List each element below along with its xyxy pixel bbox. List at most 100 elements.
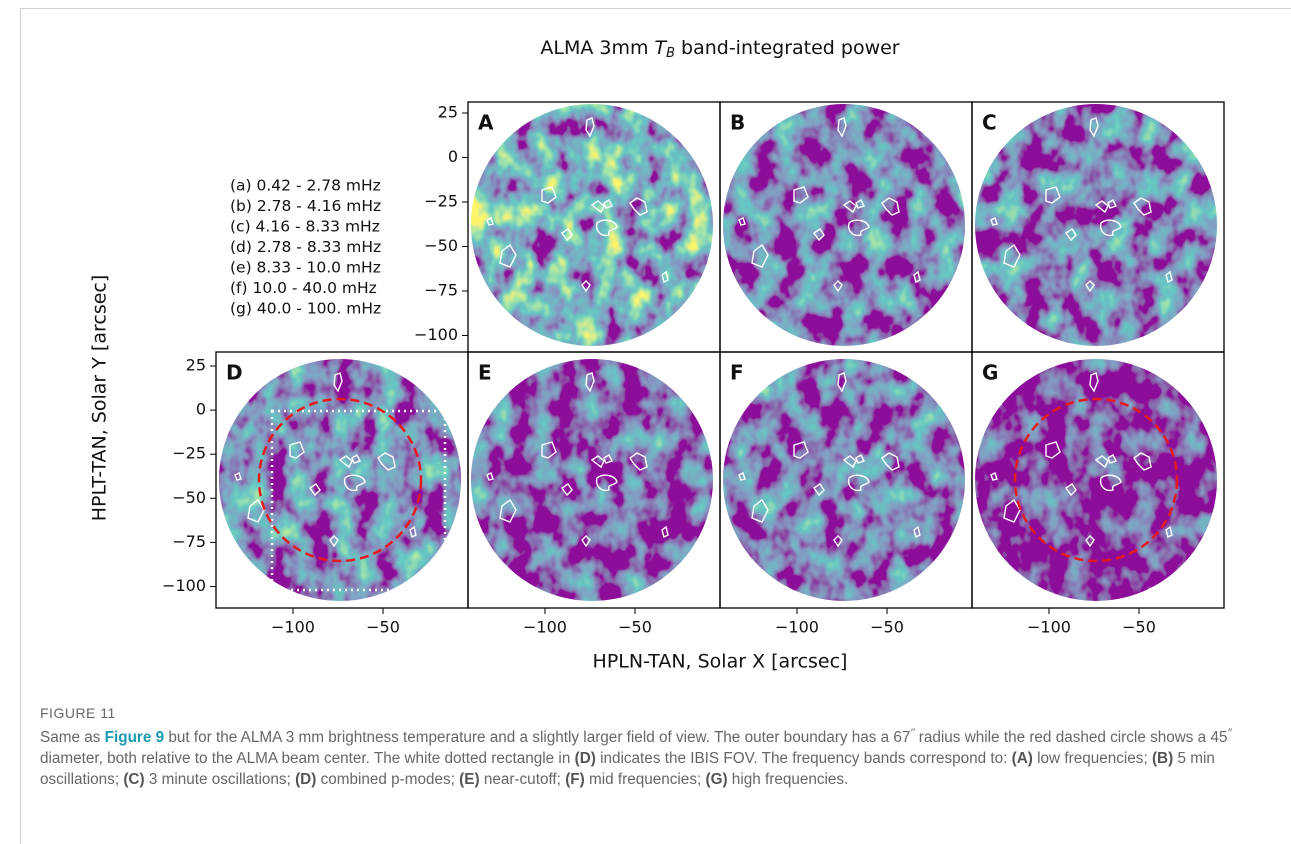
caption-bold: (D) (295, 771, 317, 789)
caption-sup: ′′ (910, 727, 915, 739)
band-entry: (f) 10.0 - 40.0 mHz (230, 279, 377, 297)
contour (486, 217, 517, 268)
solar-map (723, 359, 965, 601)
contour (1045, 186, 1061, 204)
contours (990, 360, 1173, 548)
panel-label: D (226, 361, 243, 385)
caption-text: Same as (40, 729, 105, 747)
title-symbol: T (654, 37, 667, 59)
figure: ALMA 3mm TB band-integrated power HPLN-TAN… (89, 37, 1225, 673)
contour (333, 372, 343, 393)
contour (1089, 117, 1099, 138)
panel: E (467, 351, 721, 609)
caption-text: mid frequencies; (584, 771, 706, 789)
contour (581, 280, 591, 293)
contour (309, 483, 321, 497)
contour (881, 197, 900, 216)
caption-text: high frequencies. (727, 771, 849, 789)
solar-map (723, 104, 965, 346)
band-entry: (c) 4.16 - 8.33 mHz (230, 218, 380, 236)
caption-text: indicates the IBIS FOV. The frequency ba… (595, 750, 1012, 768)
figure-title: ALMA 3mm TB band-integrated power (540, 37, 899, 61)
y-tick-label: 0 (196, 400, 206, 419)
panel: D (215, 351, 469, 609)
contour (289, 441, 305, 459)
x-tick-label: −50 (366, 618, 400, 637)
x-axis-label: HPLN-TAN, Solar X [arcsec] (593, 651, 848, 673)
contour (881, 452, 900, 471)
contour (833, 280, 843, 293)
y-tick-label: 25 (186, 356, 206, 375)
y-tick-label: −100 (162, 576, 206, 595)
panel: A (467, 101, 721, 353)
contour (837, 117, 847, 138)
caption-bold: (A) (1011, 750, 1033, 768)
contour (1094, 199, 1117, 214)
contour (590, 199, 613, 214)
band-entry: (g) 40.0 - 100. mHz (230, 300, 381, 318)
caption-link[interactable]: Figure 9 (104, 729, 165, 747)
y-tick-label: 0 (448, 147, 458, 166)
beam-circle (257, 397, 423, 563)
caption-bold: (D) (574, 750, 596, 768)
contour (758, 105, 777, 129)
x-tick-label: −100 (523, 618, 567, 637)
contour (1133, 452, 1152, 471)
contour (833, 535, 843, 548)
caption: Same as Figure 9 but for the ALMA 3 mm b… (40, 723, 1280, 790)
contours (738, 360, 921, 548)
contours (486, 360, 669, 548)
contour (541, 186, 557, 204)
x-tick-label: −100 (271, 618, 315, 637)
contour (1065, 228, 1077, 242)
title-subscript: B (666, 46, 675, 61)
contours (990, 105, 1173, 293)
contour (254, 360, 273, 384)
solar-map (219, 359, 461, 601)
panel-label: E (478, 361, 492, 385)
contour (793, 186, 809, 204)
panel-label: A (478, 111, 494, 135)
ibis-fov (270, 409, 447, 592)
caption-bold: (G) (705, 771, 728, 789)
panel-label: G (982, 361, 998, 385)
contour (561, 483, 573, 497)
contour (837, 372, 847, 393)
caption-bold: (E) (459, 771, 480, 789)
panel: C (971, 101, 1225, 353)
contour (738, 217, 769, 268)
caption-text: diameter, both relative to the ALMA beam… (40, 750, 575, 768)
panels: A B C D E F G (215, 101, 1225, 609)
contour (1165, 525, 1173, 539)
contour (234, 472, 265, 523)
contour (329, 535, 339, 548)
y-tick-label: −50 (172, 488, 206, 507)
contour (738, 472, 769, 523)
contour (409, 525, 417, 539)
contours (738, 105, 921, 293)
contour (561, 228, 573, 242)
contour (506, 105, 525, 129)
contour (1010, 360, 1029, 384)
caption-sup: ′′ (1227, 727, 1232, 739)
caption-text: low frequencies; (1032, 750, 1152, 768)
y-tick-label: −75 (424, 281, 458, 300)
contour (1065, 483, 1077, 497)
contour (842, 199, 865, 214)
y-axis-label: HPLT-TAN, Solar Y [arcsec] (89, 275, 111, 522)
figure-number: FIGURE 11 (40, 705, 116, 721)
contour (377, 452, 396, 471)
contour (486, 472, 517, 523)
solar-map (975, 359, 1217, 601)
x-tick-label: −50 (618, 618, 652, 637)
contour (541, 441, 557, 459)
y-tick-label: −25 (172, 444, 206, 463)
y-tick-label: −25 (424, 192, 458, 211)
x-tick-label: −50 (1122, 618, 1156, 637)
x-tick-label: −100 (775, 618, 819, 637)
contour (1045, 441, 1061, 459)
caption-text: near-cutoff; (479, 771, 566, 789)
contour (1085, 535, 1095, 548)
contour (585, 372, 595, 393)
contour (990, 472, 1021, 523)
